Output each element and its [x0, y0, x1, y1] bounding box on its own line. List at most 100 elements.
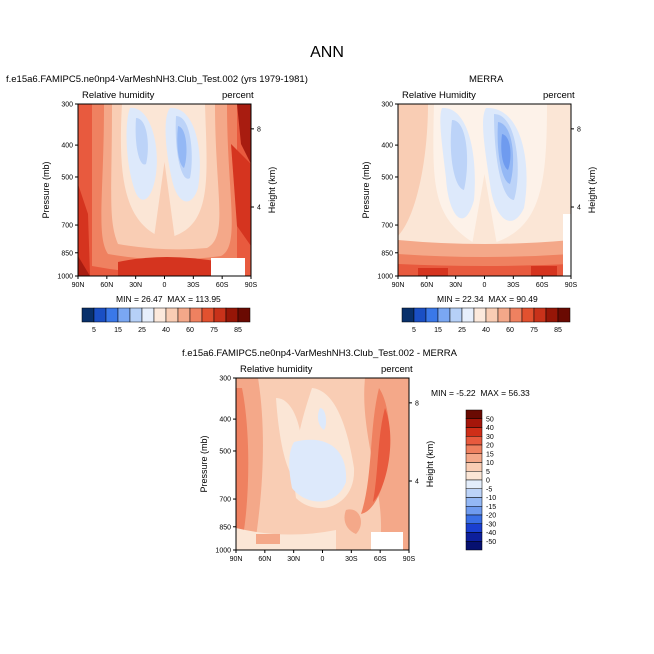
colorbar-obs-swatch: [497, 307, 511, 323]
colorbar-model-swatch: [165, 307, 179, 323]
colorbar-model-swatch: [153, 307, 167, 323]
colorbar-model-swatch: [117, 307, 131, 323]
contour-band: [373, 408, 391, 502]
y-tick-label: 1000: [215, 548, 231, 555]
x-tick-label: 90N: [72, 282, 85, 289]
colorbar-diff-swatch: [465, 453, 483, 463]
colorbar-diff-swatch: [465, 462, 483, 472]
y-tick-label: 700: [219, 497, 231, 504]
x-tick-label: 60N: [100, 282, 113, 289]
colorbar-diff-label: 30: [486, 434, 494, 441]
colorbar-diff-swatch: [465, 427, 483, 437]
colorbar-model-label: 85: [234, 327, 242, 334]
contour-band: [289, 439, 347, 502]
x-tick-label: 60S: [216, 282, 229, 289]
x-tick-label: 60S: [536, 282, 549, 289]
colorbar-diff-label: -50: [486, 539, 496, 546]
contour-band: [78, 184, 90, 276]
colorbar-diff-label: -20: [486, 513, 496, 520]
colorbar-diff-label: -30: [486, 521, 496, 528]
x-tick-label: 90N: [230, 556, 243, 563]
x-tick-label: 60S: [374, 556, 387, 563]
colorbar-diff-label: 40: [486, 425, 494, 432]
colorbar-model-swatch: [213, 307, 227, 323]
x-tick-label: 30N: [129, 282, 142, 289]
right-label-diff: percent: [381, 364, 413, 375]
contour-band: [344, 509, 361, 534]
y-tick-label: 400: [219, 417, 231, 424]
left-label-obs: Relative Humidity: [402, 90, 476, 101]
colorbar-obs-label: 25: [458, 327, 466, 334]
colorbar-model-swatch: [237, 307, 251, 323]
stats-min-label: MIN =: [431, 388, 457, 398]
stats-max-value: 56.33: [508, 388, 530, 398]
y-tick-label: 500: [61, 174, 73, 181]
stats-max-label: MAX =: [480, 388, 509, 398]
y-tick-label: 1000: [377, 274, 393, 281]
y-tick-label: 300: [219, 376, 231, 383]
stats-max-value: 113.95: [195, 294, 221, 304]
colorbar-diff-swatch: [465, 436, 483, 446]
colorbar-obs-swatch: [473, 307, 487, 323]
x-tick-label: 90S: [245, 282, 258, 289]
colorbar-obs-swatch: [425, 307, 439, 323]
colorbar-obs-label: 15: [434, 327, 442, 334]
right-label-obs: percent: [543, 90, 575, 101]
stats-max-label: MAX =: [488, 294, 517, 304]
colorbar-obs: 515254060758595: [401, 307, 571, 334]
colorbar-diff-label: 50: [486, 416, 494, 423]
colorbar-diff-swatch: [465, 523, 483, 533]
missing-data: [211, 258, 245, 276]
colorbar-diff-swatch: [465, 514, 483, 524]
contour-band: [236, 388, 249, 530]
y-tick-label: 700: [381, 223, 393, 230]
panel-title-obs: MERRA: [469, 74, 504, 85]
y-tick-label: 700: [61, 223, 73, 230]
colorbar-model-label: 75: [210, 327, 218, 334]
colorbar-model-swatch: [225, 307, 239, 323]
x-tick-label: 90S: [565, 282, 578, 289]
stats-diff: MIN = -5.22 MAX = 56.33: [431, 388, 530, 398]
colorbar-diff-label: 15: [486, 451, 494, 458]
y-tick-label: 500: [219, 448, 231, 455]
stats-min-value: 26.47: [141, 294, 163, 304]
contour-band: [78, 256, 90, 276]
colorbar-obs-label: 40: [482, 327, 490, 334]
colorbar-diff-label: 10: [486, 460, 494, 467]
colorbar-diff-label: 5: [486, 469, 490, 476]
colorbar-obs-swatch: [509, 307, 523, 323]
colorbar-diff-swatch: [465, 418, 483, 428]
y-axis-title: Pressure (mb): [41, 161, 51, 218]
height-tick-label: 8: [257, 126, 261, 133]
missing-data: [371, 532, 403, 550]
y-axis-title: Pressure (mb): [199, 435, 209, 492]
stats-max-label: MAX =: [167, 294, 196, 304]
contour-band: [531, 266, 557, 276]
panel-title-model: f.e15a6.FAMIPC5.ne0np4-VarMeshNH3.Club_T…: [6, 74, 308, 85]
heatmap-diff: 90N 60N 30N 0 30S 60S 90S 300 400 500 700 850 1000 8 4…: [199, 376, 435, 564]
panel-title-diff: f.e15a6.FAMIPC5.ne0np4-VarMeshNH3.Club_T…: [182, 348, 457, 359]
undefined-field: [78, 104, 251, 276]
y-tick-label: 1000: [57, 274, 73, 281]
contour-band: [450, 120, 468, 190]
x-tick-label: 0: [163, 282, 167, 289]
y-tick-label: 850: [219, 524, 231, 531]
y-axis-title-right: Height (km): [425, 441, 435, 488]
y-tick-label: 300: [381, 102, 393, 109]
colorbar-diff-label: -5: [486, 486, 492, 493]
height-tick-label: 8: [415, 400, 419, 407]
colorbar-model-swatch: [141, 307, 155, 323]
colorbar-obs-label: 85: [554, 327, 562, 334]
heatmap-model: 90N 60N 30N 0 30S 60S 90S 300 400 500 700 850 1000 8 4…: [41, 102, 277, 290]
colorbar-model-label: 15: [114, 327, 122, 334]
undefined-field: [236, 378, 409, 550]
y-tick-label: 850: [381, 250, 393, 257]
stats-min-value: -5.22: [456, 388, 476, 398]
colorbar-diff-label: 0: [486, 478, 490, 485]
contour-band: [231, 144, 251, 246]
colorbar-model-swatch: [129, 307, 143, 323]
colorbar-obs-swatch: [485, 307, 499, 323]
colorbar-model-swatch: [93, 307, 107, 323]
y-axis-title-right: Height (km): [267, 167, 277, 214]
